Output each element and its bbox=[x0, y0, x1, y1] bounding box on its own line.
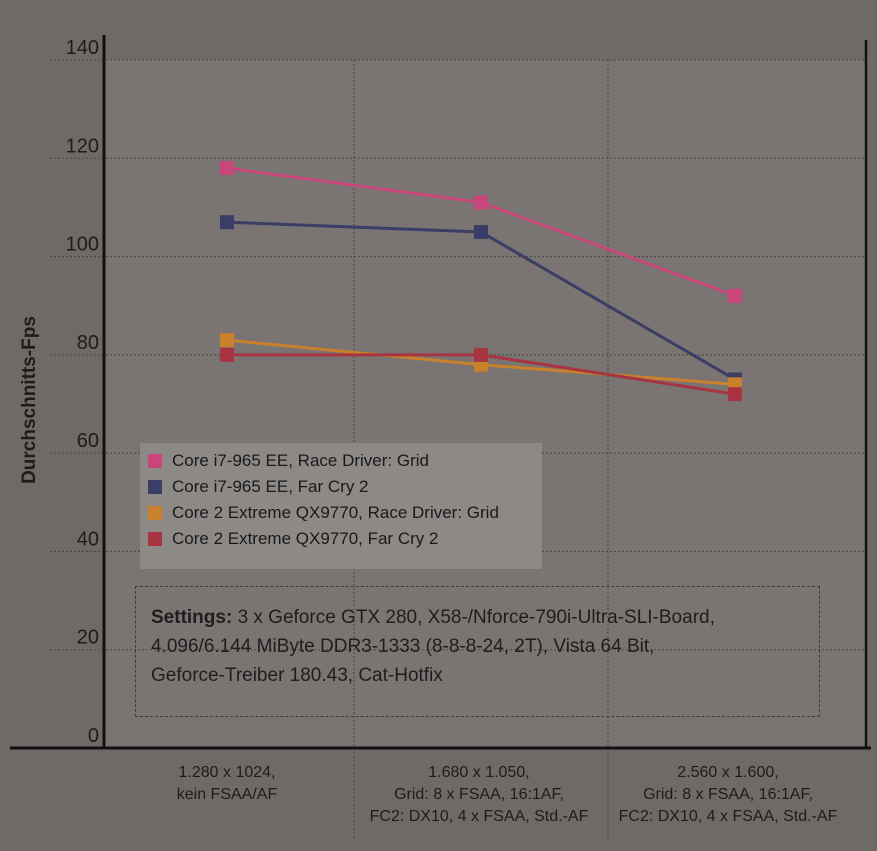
x-category-label: 2.560 x 1.600, Grid: 8 x FSAA, 16:1AF, F… bbox=[608, 762, 848, 828]
legend-item: Core i7-965 EE, Far Cry 2 bbox=[148, 474, 542, 500]
legend-label: Core i7-965 EE, Race Driver: Grid bbox=[172, 451, 429, 470]
legend-label: Core 2 Extreme QX9770, Race Driver: Grid bbox=[172, 503, 499, 522]
x-tick-label-line: Grid: 8 x FSAA, 16:1AF, bbox=[394, 786, 564, 803]
x-tick-label-line: 1.680 x 1.050, bbox=[428, 764, 530, 781]
settings-line: 4.096/6.144 MiByte DDR3-1333 (8-8-8-24, … bbox=[151, 636, 655, 657]
data-point-marker bbox=[728, 288, 742, 303]
data-point-marker bbox=[474, 195, 488, 210]
data-point-marker bbox=[220, 347, 234, 362]
y-tick-label: 20 bbox=[77, 627, 99, 649]
y-tick-label: 140 bbox=[66, 37, 99, 59]
y-tick-label: 120 bbox=[66, 135, 99, 157]
x-tick-label-line: 1.280 x 1024, bbox=[178, 764, 276, 781]
data-point-marker bbox=[474, 347, 488, 362]
y-tick-label: 0 bbox=[88, 725, 99, 747]
x-tick-label-line: 2.560 x 1.600, bbox=[677, 764, 779, 781]
data-point-marker bbox=[220, 215, 234, 230]
y-tick-label: 100 bbox=[66, 234, 99, 256]
settings-label: Settings: bbox=[151, 607, 233, 628]
x-tick-label-line: FC2: DX10, 4 x FSAA, Std.-AF bbox=[369, 808, 589, 825]
data-point-marker bbox=[220, 161, 234, 176]
legend-swatch-icon bbox=[148, 454, 162, 468]
legend-label: Core 2 Extreme QX9770, Far Cry 2 bbox=[172, 529, 439, 548]
legend-swatch-icon bbox=[148, 506, 162, 520]
x-category-label: 1.280 x 1024, kein FSAA/AF bbox=[107, 762, 347, 806]
legend-swatch-icon bbox=[148, 532, 162, 546]
x-tick-label-line: FC2: DX10, 4 x FSAA, Std.-AF bbox=[618, 808, 838, 825]
y-axis-label: Durchschnitts-Fps bbox=[19, 316, 40, 484]
y-tick-label: 40 bbox=[77, 528, 99, 550]
legend-item: Core 2 Extreme QX9770, Far Cry 2 bbox=[148, 526, 542, 552]
settings-annotation: Settings: 3 x Geforce GTX 280, X58-/Nfor… bbox=[135, 586, 820, 717]
legend: Core i7-965 EE, Race Driver: Grid Core i… bbox=[140, 443, 542, 569]
x-tick-label-line: kein FSAA/AF bbox=[176, 786, 278, 803]
data-point-marker bbox=[220, 333, 234, 348]
y-tick-label: 80 bbox=[77, 332, 99, 354]
x-tick-label-line: Grid: 8 x FSAA, 16:1AF, bbox=[643, 786, 813, 803]
y-tick-label: 60 bbox=[77, 430, 99, 452]
data-point-marker bbox=[728, 387, 742, 402]
legend-item: Core i7-965 EE, Race Driver: Grid bbox=[148, 448, 542, 474]
legend-item: Core 2 Extreme QX9770, Race Driver: Grid bbox=[148, 500, 542, 526]
data-point-marker bbox=[474, 225, 488, 239]
x-category-label: 1.680 x 1.050, Grid: 8 x FSAA, 16:1AF, F… bbox=[359, 762, 599, 828]
legend-swatch-icon bbox=[148, 480, 162, 494]
settings-line: Geforce-Treiber 180.43, Cat-Hotfix bbox=[151, 665, 443, 686]
legend-label: Core i7-965 EE, Far Cry 2 bbox=[172, 477, 369, 496]
settings-line: 3 x Geforce GTX 280, X58-/Nforce-790i-Ul… bbox=[237, 607, 715, 628]
